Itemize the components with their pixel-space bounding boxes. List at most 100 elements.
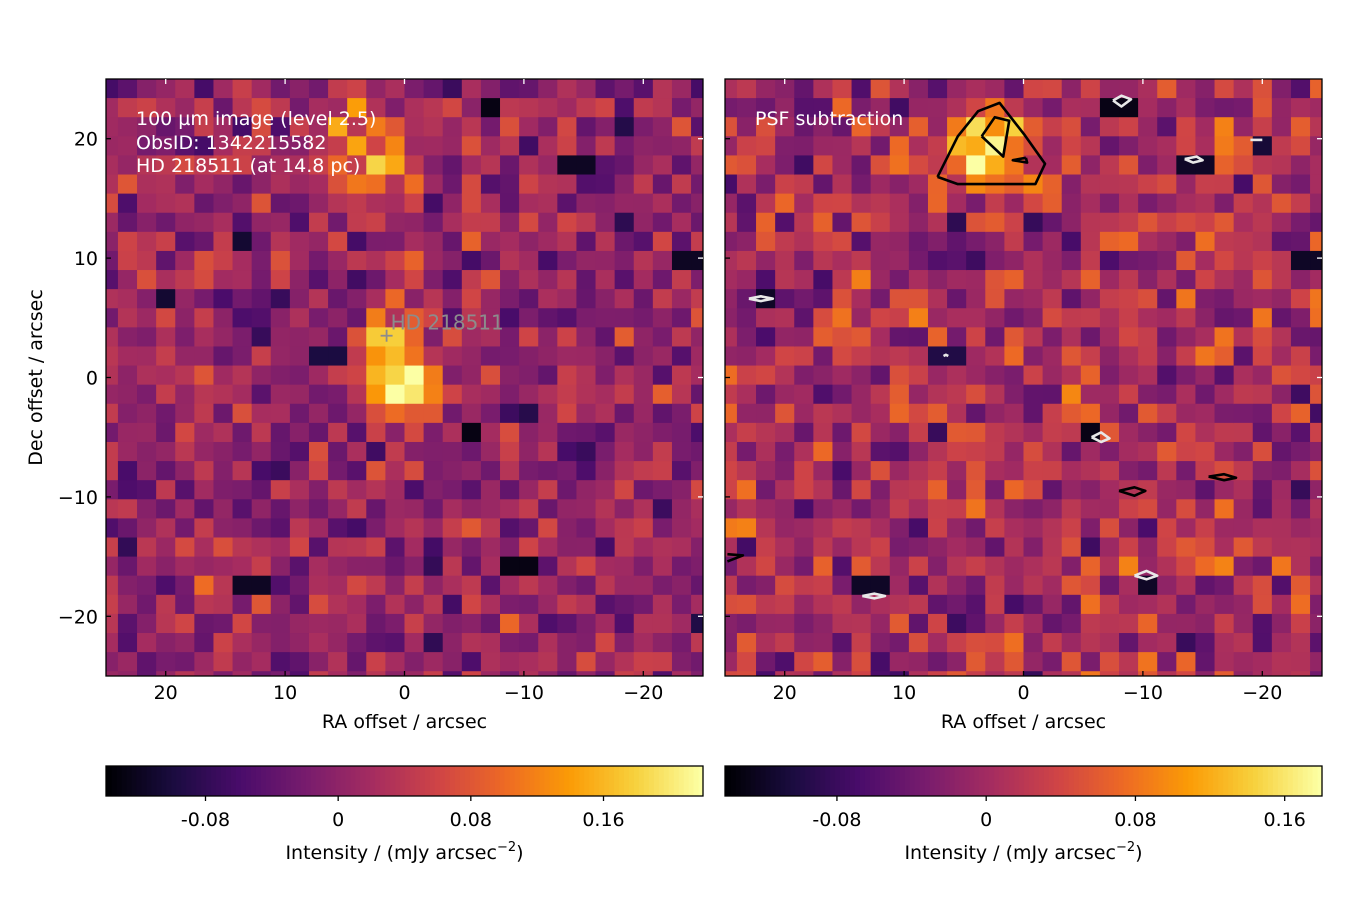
heatmap-cell xyxy=(500,480,520,500)
heatmap-cell xyxy=(1271,613,1292,634)
heatmap-cell xyxy=(576,518,597,539)
heatmap-cell xyxy=(1310,575,1322,596)
heatmap-cell xyxy=(175,155,195,176)
heatmap-cell xyxy=(691,193,703,214)
heatmap-cell xyxy=(519,403,539,424)
heatmap-cell xyxy=(366,671,386,676)
heatmap-cell xyxy=(251,327,272,348)
heatmap-cell xyxy=(927,212,948,233)
left-colorbar-label-suffix: ) xyxy=(516,842,523,864)
contour-line xyxy=(1184,155,1204,164)
heatmap-cell xyxy=(1214,327,1235,348)
heatmap-cell xyxy=(519,174,539,195)
right-colorbar-frame xyxy=(724,765,1323,797)
heatmap-cell xyxy=(347,308,367,328)
heatmap-cell xyxy=(756,518,776,539)
heatmap-cell xyxy=(538,270,558,290)
heatmap-cell xyxy=(232,461,253,481)
heatmap-cell xyxy=(480,174,501,195)
heatmap-cell xyxy=(213,537,234,558)
heatmap-cell xyxy=(813,633,834,653)
right-colorbar-label-suffix: ) xyxy=(1135,842,1142,864)
heatmap-cell xyxy=(213,155,234,176)
heatmap-cell xyxy=(1214,250,1235,271)
heatmap-cell xyxy=(1214,231,1235,252)
heatmap-cell xyxy=(251,384,272,405)
heatmap-cell xyxy=(985,308,1005,328)
heatmap-cell xyxy=(423,308,444,328)
heatmap-cell xyxy=(813,365,834,386)
heatmap-cell xyxy=(851,671,872,676)
heatmap-cell xyxy=(480,556,501,577)
heatmap-cell xyxy=(1176,174,1197,195)
colorbar-segment xyxy=(324,766,331,796)
colorbar-segment xyxy=(1118,766,1124,796)
heatmap-cell xyxy=(1252,155,1273,176)
heatmap-cell xyxy=(851,499,872,519)
heatmap-cell xyxy=(194,594,215,615)
heatmap-cell xyxy=(251,270,272,290)
colorbar-segment xyxy=(1197,766,1204,796)
heatmap-cell xyxy=(908,422,929,443)
heatmap-cell xyxy=(366,556,386,577)
colorbar-segment xyxy=(583,766,590,796)
colorbar-segment xyxy=(190,766,197,796)
heatmap-cell xyxy=(557,346,578,367)
contour-line xyxy=(1112,94,1133,108)
heatmap-cell xyxy=(213,441,234,462)
heatmap-cell xyxy=(175,594,195,615)
heatmap-cell xyxy=(1176,79,1197,99)
heatmap-cell xyxy=(366,174,386,195)
heatmap-cell xyxy=(347,575,367,596)
heatmap-cell xyxy=(117,537,138,558)
heatmap-cell xyxy=(1042,250,1063,271)
heatmap-cell xyxy=(347,480,367,500)
heatmap-cell xyxy=(908,346,929,367)
heatmap-cell xyxy=(308,365,329,386)
heatmap-cell xyxy=(423,98,444,118)
heatmap-cell xyxy=(106,117,119,137)
heatmap-cell xyxy=(232,174,253,195)
heatmap-cell xyxy=(614,613,635,634)
heatmap-cell xyxy=(500,556,520,577)
colorbar-segment xyxy=(909,766,915,796)
heatmap-cell xyxy=(1214,155,1235,176)
heatmap-cell xyxy=(725,117,738,137)
heatmap-cell xyxy=(851,556,872,577)
heatmap-cell xyxy=(908,480,929,500)
heatmap-cell xyxy=(1176,633,1197,653)
heatmap-cell xyxy=(1138,117,1158,137)
heatmap-cell xyxy=(175,346,195,367)
heatmap-cell xyxy=(99,690,119,710)
heatmap-cell xyxy=(1138,403,1158,424)
heatmap-cell xyxy=(595,231,616,252)
heatmap-cell xyxy=(385,212,406,233)
heatmap-cell xyxy=(1061,594,1082,615)
heatmap-cell xyxy=(633,289,654,309)
colorbar-segment xyxy=(110,766,117,796)
heatmap-cell xyxy=(347,537,367,558)
heatmap-cell xyxy=(1290,633,1311,653)
heatmap-cell xyxy=(500,384,520,405)
heatmap-cell xyxy=(725,461,738,481)
heatmap-cell xyxy=(538,441,558,462)
heatmap-cell xyxy=(308,671,329,676)
heatmap-cell xyxy=(908,537,929,558)
heatmap-cell xyxy=(927,499,948,519)
heatmap-cell xyxy=(851,250,872,271)
heatmap-cell xyxy=(366,537,386,558)
heatmap-cell xyxy=(633,499,654,519)
heatmap-cell xyxy=(927,594,948,615)
heatmap-cell xyxy=(889,633,910,653)
colorbar-segment xyxy=(1287,766,1293,796)
heatmap-cell xyxy=(947,518,967,539)
heatmap-cell xyxy=(1214,270,1235,290)
heatmap-cell xyxy=(156,613,176,634)
heatmap-cell xyxy=(538,652,558,672)
heatmap-cell xyxy=(691,575,703,596)
heatmap-cell xyxy=(385,422,406,443)
heatmap-cell xyxy=(308,231,329,252)
heatmap-cell xyxy=(725,594,738,615)
heatmap-cell xyxy=(461,384,482,405)
colorbar-segment xyxy=(543,766,550,796)
